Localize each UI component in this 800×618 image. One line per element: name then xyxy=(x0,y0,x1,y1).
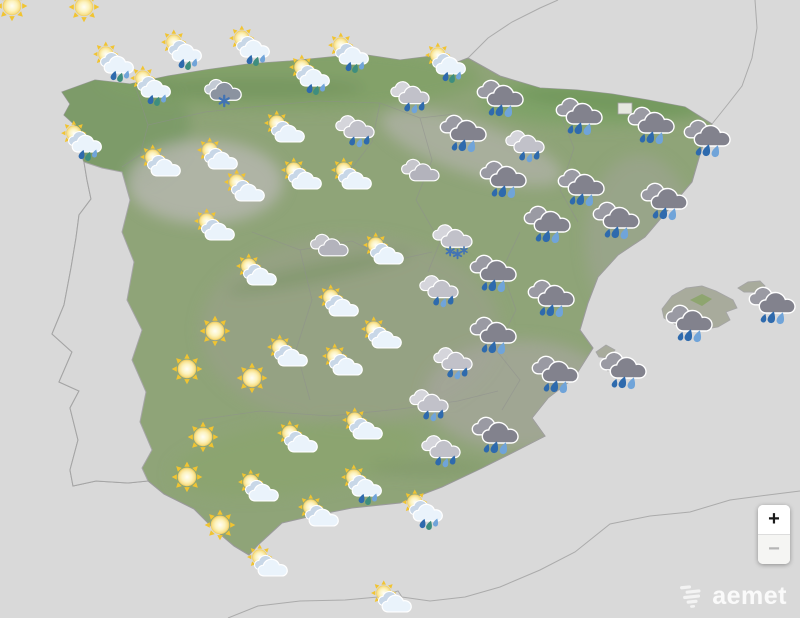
aemet-logo-icon xyxy=(680,585,701,608)
aemet-logo: aemet xyxy=(679,583,787,609)
balearic-islands xyxy=(595,280,766,372)
zoom-control: + − xyxy=(758,505,790,564)
zoom-divider xyxy=(758,534,790,535)
portugal-area xyxy=(51,161,153,487)
andorra-area xyxy=(617,102,633,115)
france-coastline xyxy=(467,0,758,125)
africa-coastline xyxy=(227,490,800,618)
zoom-in-button[interactable]: + xyxy=(758,505,790,534)
zoom-out-button[interactable]: − xyxy=(758,535,790,564)
aemet-logo-text: aemet xyxy=(712,581,787,610)
